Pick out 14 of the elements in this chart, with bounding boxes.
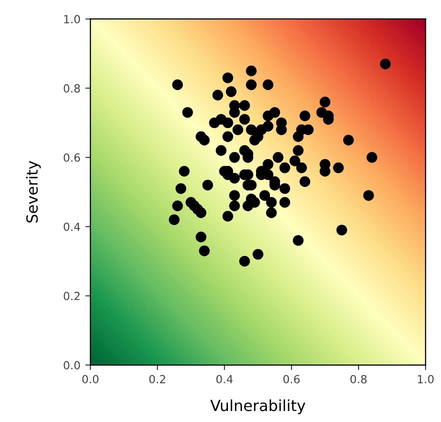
x-tick-label: 0.0 bbox=[82, 374, 99, 384]
y-tick-label: 1.0 bbox=[64, 14, 80, 24]
y-tick-label: 0.0 bbox=[64, 361, 80, 370]
y-tick-label: 0.4 bbox=[64, 222, 80, 231]
y-axis-title: Severity bbox=[26, 160, 41, 223]
x-tick-label: 1.0 bbox=[418, 374, 434, 384]
x-tick-label: 0.2 bbox=[149, 374, 166, 384]
x-axis-title: Vulnerability bbox=[210, 399, 306, 414]
y-tick-label: 0.2 bbox=[64, 292, 80, 300]
y-tick-label: 0.6 bbox=[64, 153, 80, 162]
x-tick-label: 0.6 bbox=[283, 374, 300, 384]
x-tick-label: 0.4 bbox=[216, 374, 233, 384]
x-tick-label: 0.8 bbox=[350, 374, 367, 384]
y-tick-label: 0.8 bbox=[64, 84, 80, 93]
